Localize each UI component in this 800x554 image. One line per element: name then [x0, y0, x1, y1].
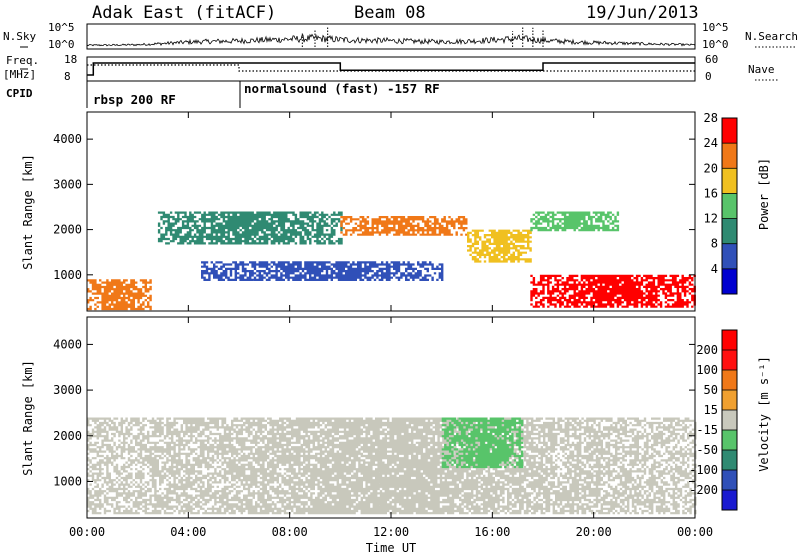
noise-right-label: N.Search	[745, 30, 798, 43]
freq-plot-area	[87, 62, 695, 76]
x-tick-label: 04:00	[170, 525, 206, 539]
x-tick-label: 00:00	[69, 525, 105, 539]
y-tick-label: 2000	[53, 223, 82, 237]
colorbar-tick-label: 12	[704, 212, 718, 226]
freq-unit: [MHz]	[3, 68, 36, 81]
velocity-colorbar-label: Velocity [m s⁻¹]	[757, 356, 771, 472]
heatmap-cell-group	[201, 261, 444, 281]
power-colorbar-label: Power [dB]	[757, 158, 771, 230]
colorbar-tick-label: 20	[704, 161, 718, 175]
velocity-y-axis: 1000 2000 3000 4000	[53, 337, 695, 488]
colorbar-segment	[722, 450, 737, 470]
noise-right-tick-top: 10^5	[702, 21, 729, 34]
colorbar-tick-label: -100	[689, 463, 718, 477]
colorbar-tick-label: -200	[689, 483, 718, 497]
freq-tick-bottom: 8	[64, 70, 71, 83]
power-heatmap	[87, 211, 696, 311]
x-tick-label: 00:00	[677, 525, 713, 539]
velocity-colorbar: -200 -100 -50 -15 15 50 100 200	[689, 329, 738, 511]
noise-right-tick-bottom: 10^0	[702, 38, 729, 51]
noise-panel: N.Sky 10^5 10^0 10^5 10^0 N.Search	[3, 21, 798, 51]
colorbar-tick-label: 100	[696, 363, 718, 377]
colorbar-tick-label: 8	[711, 237, 718, 251]
nave-label: Nave	[748, 63, 775, 76]
velocity-heatmap	[87, 417, 697, 515]
colorbar-tick-label: 15	[704, 403, 718, 417]
colorbar-segment	[722, 410, 737, 430]
colorbar-segment	[722, 118, 737, 144]
y-tick-label: 4000	[53, 132, 82, 146]
colorbar-segment	[722, 243, 737, 269]
colorbar-segment	[722, 370, 737, 390]
freq-tick-top: 18	[64, 53, 77, 66]
colorbar-tick-label: 50	[704, 383, 718, 397]
colorbar-segment	[722, 350, 737, 370]
noise-left-tick-top: 10^5	[48, 21, 75, 34]
heatmap-cell-group	[441, 417, 524, 469]
freq-axes-box	[86, 56, 696, 82]
station-title: Adak East (fitACF)	[92, 3, 276, 23]
y-tick-label: 2000	[53, 429, 82, 443]
colorbar-segment	[722, 490, 737, 510]
noise-sky-series	[86, 33, 696, 47]
x-tick-label: 12:00	[373, 525, 409, 539]
colorbar-segment	[722, 470, 737, 490]
noise-left-tick-bottom: 10^0	[48, 38, 75, 51]
power-y-axis: 1000 2000 3000 4000	[53, 132, 695, 282]
noise-plot-area	[86, 26, 696, 47]
colorbar-tick-label: 28	[704, 111, 718, 125]
colorbar-segment	[722, 143, 737, 169]
y-tick-label: 3000	[53, 383, 82, 397]
x-tick-label: 08:00	[272, 525, 308, 539]
colorbar-segment	[722, 168, 737, 194]
heatmap-cell-group	[467, 229, 532, 263]
heatmap-cell-group	[530, 274, 696, 308]
colorbar-tick-label: 24	[704, 136, 718, 150]
date-label: 19/Jun/2013	[586, 3, 699, 23]
cpid-label: CPID	[6, 87, 33, 100]
velocity-ylabel: Slant Range [km]	[21, 360, 35, 476]
cpid-segment-0: rbsp 200 RF	[93, 92, 176, 107]
x-tick-label: 20:00	[576, 525, 612, 539]
y-tick-label: 1000	[53, 268, 82, 282]
colorbar-tick-label: 4	[711, 262, 718, 276]
time-x-axis: 00:00 04:00 08:00 12:00 16:00 20:00 00:00	[69, 112, 713, 539]
colorbar-segment	[722, 268, 737, 294]
colorbar-segment	[722, 330, 737, 350]
frequency-panel: Freq. [MHz] 18 8 60 0 Nave CPID rbsp 200…	[3, 53, 778, 108]
heatmap-cell-group	[87, 279, 152, 311]
colorbar-segment	[722, 390, 737, 410]
y-tick-label: 4000	[53, 337, 82, 351]
beam-label: Beam 08	[354, 3, 426, 23]
power-colorbar: 4 8 12 16 20 24 28	[704, 111, 738, 295]
colorbar-tick-label: -15	[696, 423, 718, 437]
freq-series	[87, 62, 695, 76]
heatmap-cell-group	[87, 417, 697, 515]
x-tick-label: 16:00	[474, 525, 510, 539]
colorbar-segment	[722, 430, 737, 450]
colorbar-frame	[721, 329, 738, 511]
heatmap-cell-group	[157, 211, 343, 245]
y-tick-label: 1000	[53, 474, 82, 488]
power-panel: 1000 2000 3000 4000 Slant Range [km] 4 8 12 16…	[21, 111, 771, 312]
y-tick-label: 3000	[53, 177, 82, 191]
time-xlabel: Time UT	[366, 541, 417, 554]
freq-label: Freq.	[6, 54, 39, 67]
colorbar-tick-label: 16	[704, 186, 718, 200]
heatmap-cell-group	[530, 211, 620, 232]
cpid-segment-1: normalsound (fast) -157 RF	[244, 81, 440, 96]
noise-left-label: N.Sky	[3, 30, 36, 43]
colorbar-tick-label: -50	[696, 443, 718, 457]
nave-tick-top: 60	[705, 53, 718, 66]
noise-axes-box	[86, 23, 696, 50]
power-ylabel: Slant Range [km]	[21, 154, 35, 270]
heatmap-cell-group	[340, 216, 468, 236]
colorbar-tick-label: 200	[696, 343, 718, 357]
colorbar-segment	[722, 218, 737, 244]
colorbar-segment	[722, 193, 737, 219]
nave-series	[87, 64, 695, 72]
nave-tick-bottom: 0	[705, 70, 712, 83]
